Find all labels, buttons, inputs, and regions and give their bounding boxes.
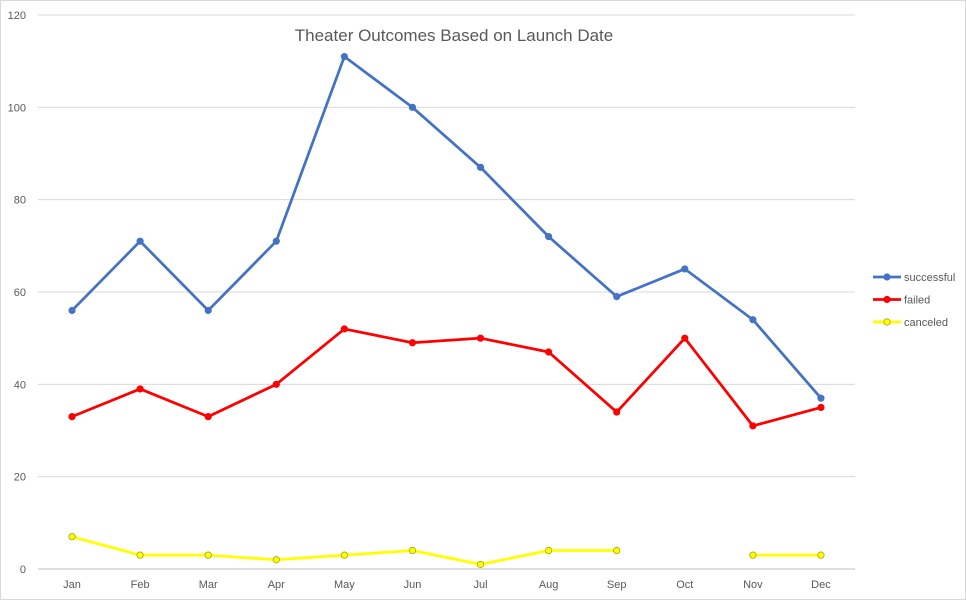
data-point-canceled	[613, 546, 621, 555]
data-point-failed	[408, 339, 417, 347]
data-point-canceled	[68, 533, 76, 541]
series-line-successful	[70, 55, 823, 400]
y-tick-label: 0	[20, 564, 26, 576]
data-point-successful	[136, 237, 144, 245]
data-point-failed	[68, 413, 76, 421]
data-point-successful	[68, 306, 76, 315]
legend-marker-canceled	[883, 318, 891, 326]
x-tick-label: Jan	[63, 579, 81, 591]
data-point-failed	[545, 348, 553, 356]
legend: successful failed canceled	[873, 272, 955, 329]
data-point-failed	[204, 413, 212, 421]
legend-label-failed: failed	[904, 295, 930, 307]
data-point-canceled	[204, 551, 212, 559]
series-line-failed	[70, 327, 823, 428]
data-point-successful	[681, 265, 689, 273]
y-tick-label: 80	[14, 195, 26, 207]
data-point-failed	[817, 403, 825, 412]
legend-label-canceled: canceled	[904, 317, 948, 329]
x-tick-label: Dec	[811, 579, 831, 591]
data-point-successful	[749, 316, 757, 324]
data-point-successful	[272, 237, 280, 245]
x-tick-label: May	[334, 579, 355, 591]
x-tick-label: Nov	[743, 579, 763, 591]
data-point-canceled	[408, 546, 417, 555]
data-point-canceled	[136, 551, 144, 559]
data-point-failed	[613, 408, 621, 416]
data-point-successful	[476, 163, 485, 171]
data-point-successful	[817, 394, 825, 402]
x-tick-label: Sep	[607, 579, 627, 591]
x-tick-label: Feb	[131, 579, 150, 591]
x-axis-tick-labels: Jan Feb Mar Apr May Jun Jul Aug Sep Oct Nov Dec	[63, 579, 831, 591]
data-point-canceled	[340, 551, 348, 559]
data-point-failed	[136, 385, 144, 393]
legend-label-successful: successful	[904, 272, 955, 284]
x-tick-label: Apr	[268, 579, 285, 591]
data-point-canceled	[817, 551, 825, 559]
data-point-successful	[204, 306, 212, 315]
x-tick-label: Jun	[404, 579, 422, 591]
x-tick-label: Oct	[676, 579, 693, 591]
legend-marker-failed	[883, 295, 891, 304]
legend-marker-successful	[883, 273, 891, 281]
chart-title: Theater Outcomes Based on Launch Date	[295, 26, 613, 45]
data-point-failed	[272, 380, 280, 388]
data-point-failed	[681, 334, 689, 342]
y-tick-label: 60	[14, 287, 26, 299]
x-tick-label: Aug	[539, 579, 559, 591]
series-markers	[68, 52, 825, 568]
y-tick-label: 40	[14, 379, 26, 391]
data-point-canceled	[476, 560, 485, 568]
data-point-successful	[340, 52, 348, 61]
data-point-canceled	[749, 551, 757, 559]
series-line-canceled	[70, 535, 619, 566]
y-tick-label: 100	[8, 102, 26, 114]
gridlines	[38, 14, 855, 570]
data-point-canceled	[545, 546, 553, 555]
data-point-failed	[340, 325, 348, 333]
data-point-successful	[545, 233, 553, 241]
y-tick-label: 120	[8, 10, 26, 22]
x-tick-label: Mar	[199, 579, 218, 591]
data-point-canceled	[272, 556, 280, 564]
data-point-failed	[476, 334, 485, 342]
y-axis-tick-labels: 0 20 40 60 80 100 120	[8, 10, 26, 576]
data-point-successful	[408, 103, 417, 111]
data-point-failed	[749, 422, 757, 430]
x-tick-label: Jul	[474, 579, 488, 591]
y-tick-label: 20	[14, 472, 26, 484]
series-lines	[70, 55, 823, 566]
data-point-successful	[613, 293, 621, 301]
